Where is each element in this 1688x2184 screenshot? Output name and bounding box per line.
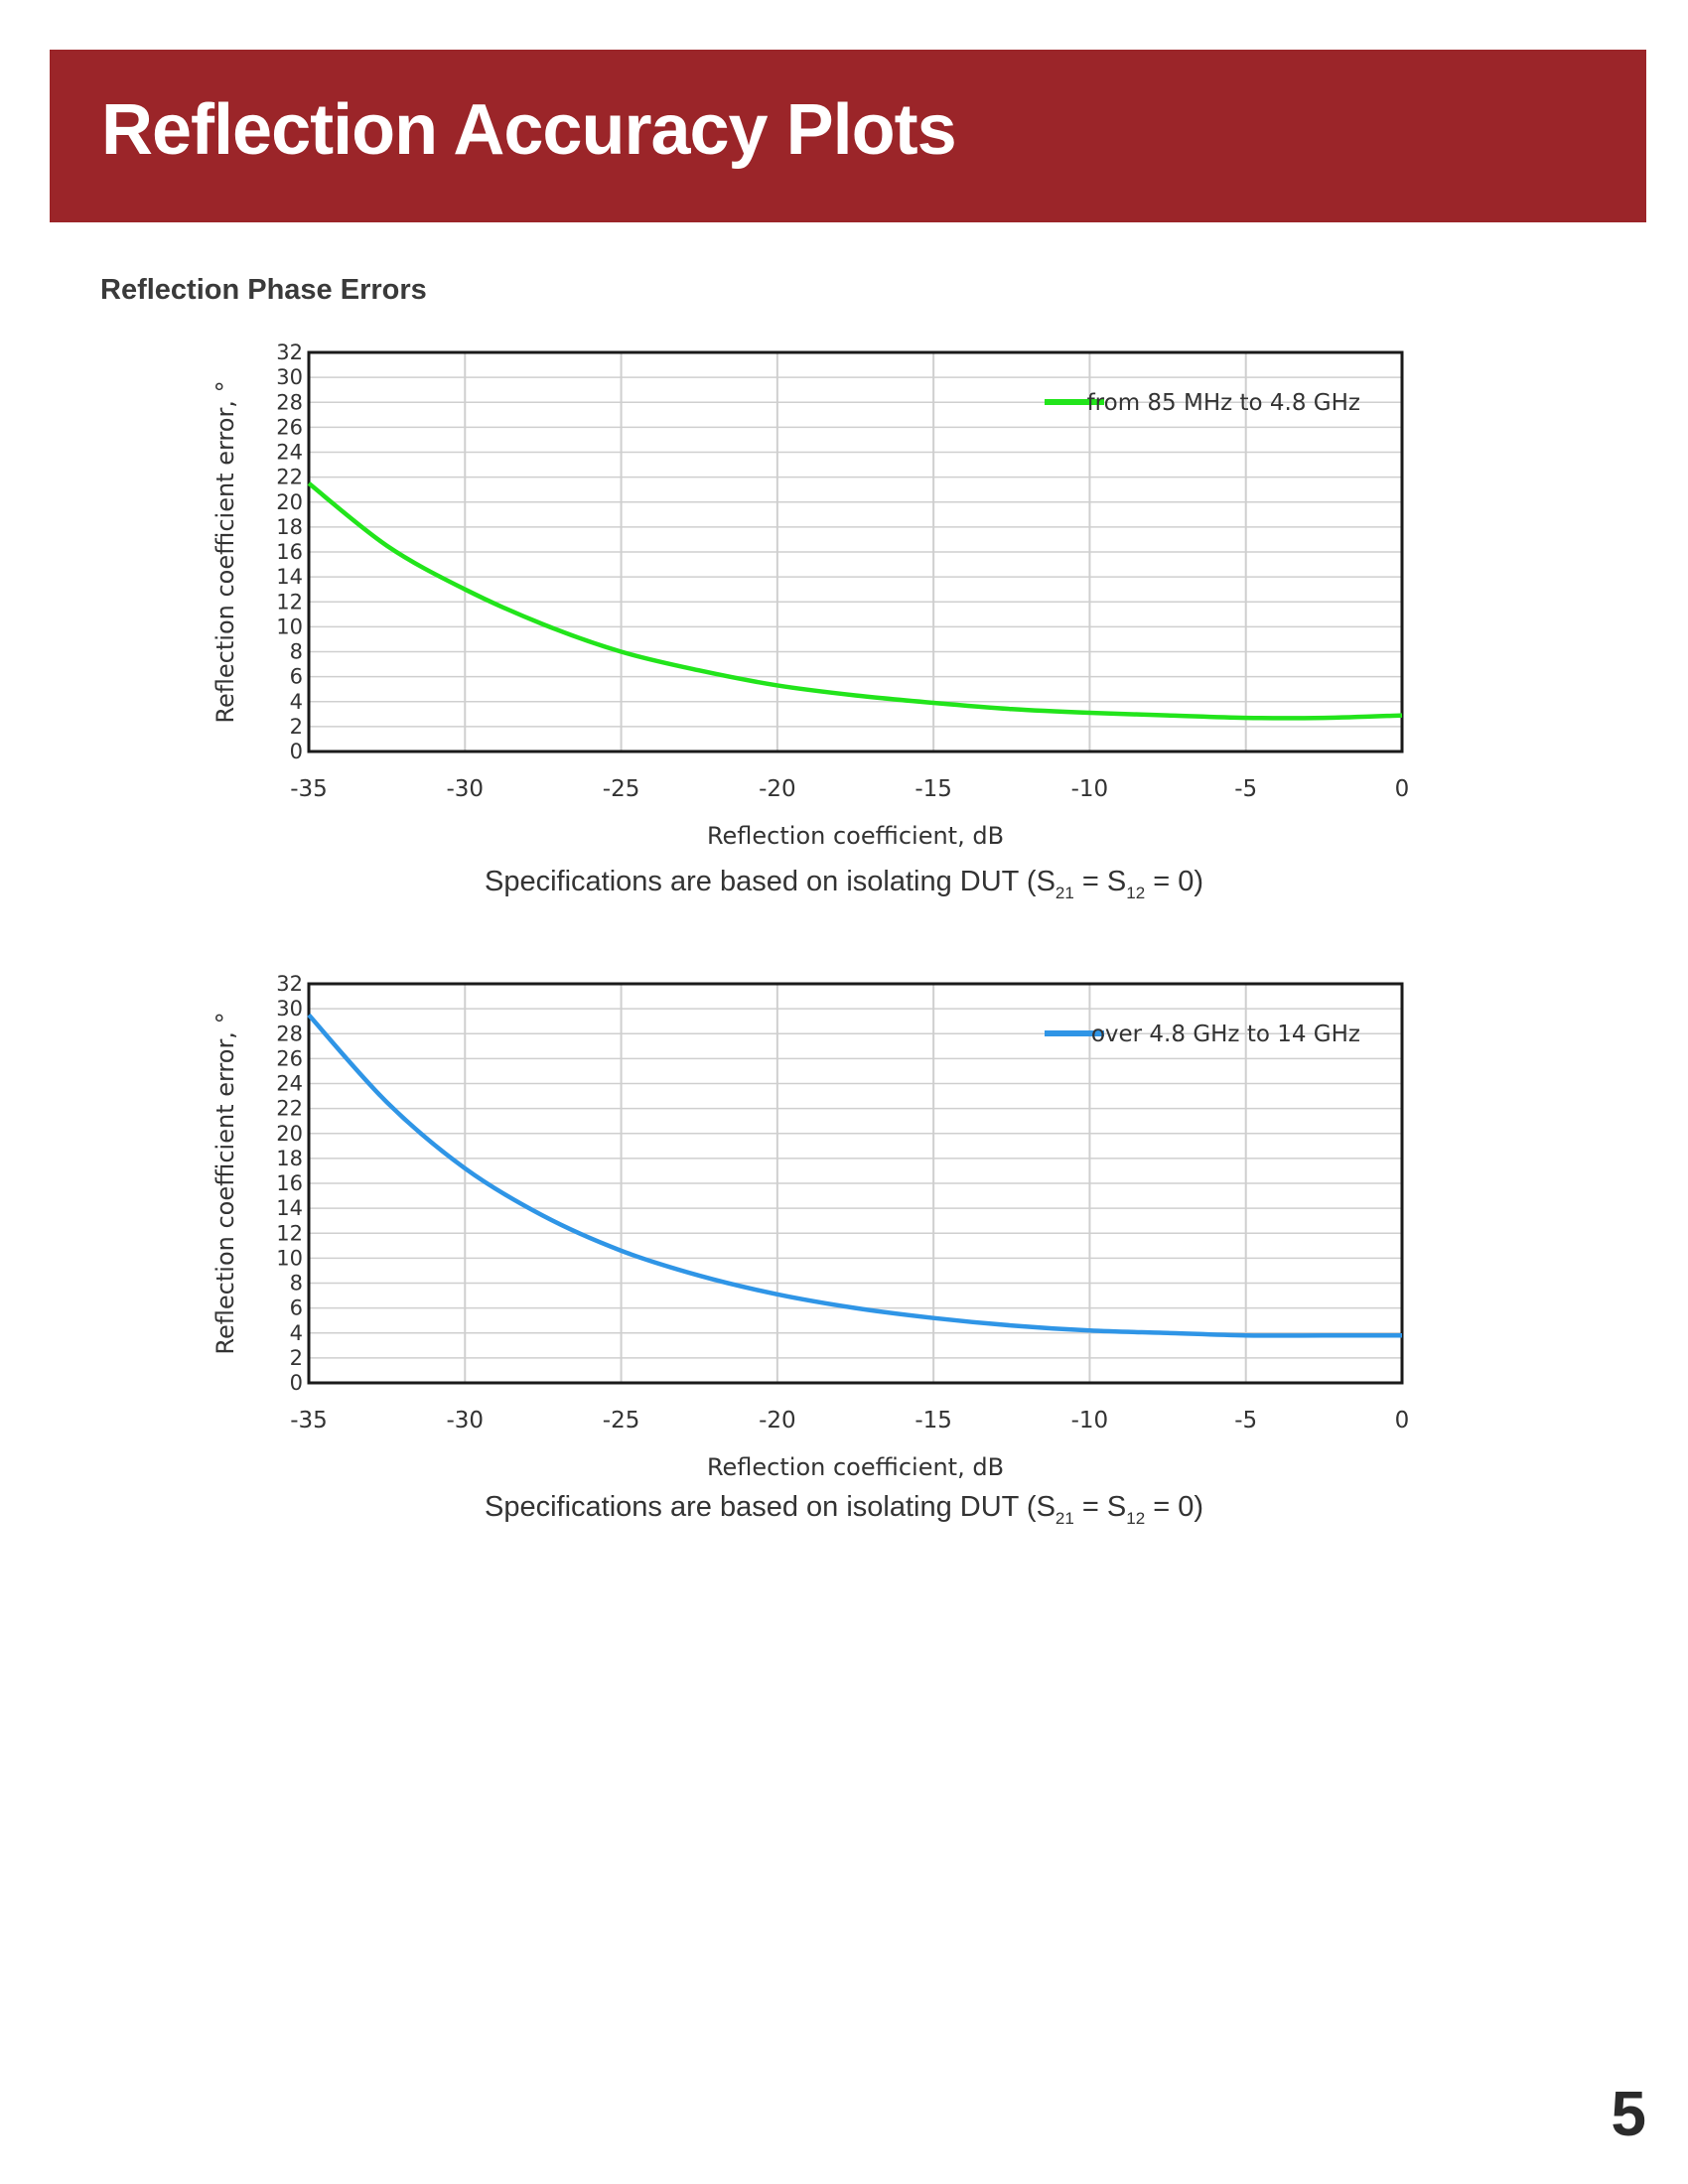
x-tick-label: -30 — [446, 1408, 484, 1433]
caption-subscript: 21 — [1055, 884, 1074, 902]
caption-subscript: 12 — [1126, 884, 1146, 902]
y-tick-label: 12 — [276, 590, 303, 614]
y-tick-label: 24 — [276, 1072, 303, 1096]
section-title: Reflection Phase Errors — [100, 274, 427, 306]
x-tick-label: -5 — [1234, 1408, 1257, 1433]
y-tick-label: 22 — [276, 466, 303, 489]
legend-label: from 85 MHz to 4.8 GHz — [1087, 390, 1360, 416]
caption-text: = S — [1073, 1491, 1127, 1523]
y-tick-label: 32 — [276, 972, 303, 996]
y-tick-label: 20 — [276, 490, 303, 514]
y-tick-label: 26 — [276, 415, 303, 439]
y-tick-label: 16 — [276, 1171, 303, 1195]
y-tick-label: 22 — [276, 1097, 303, 1121]
plot-frame — [307, 982, 1404, 1385]
legend-label: over 4.8 GHz to 14 GHz — [1091, 1022, 1360, 1047]
caption-text: Specifications are based on isolating DU… — [484, 1491, 1055, 1523]
y-tick-label: 28 — [276, 390, 303, 414]
y-tick-label: 32 — [276, 341, 303, 364]
plot-frame — [307, 350, 1404, 753]
y-tick-label: 6 — [290, 1297, 303, 1320]
y-tick-label: 10 — [276, 1246, 303, 1270]
y-tick-label: 2 — [290, 715, 303, 739]
header-band: Reflection Accuracy Plots — [50, 50, 1646, 222]
series-line — [307, 1013, 1402, 1338]
x-tick-label: -25 — [603, 1408, 640, 1433]
y-tick-label: 28 — [276, 1022, 303, 1045]
y-tick-label: 4 — [290, 690, 303, 714]
x-tick-label: -15 — [914, 1408, 952, 1433]
y-tick-label: 12 — [276, 1221, 303, 1245]
x-tick-label: 0 — [1395, 1408, 1410, 1433]
y-tick-label: 6 — [290, 665, 303, 689]
x-tick-label: 0 — [1395, 776, 1410, 802]
series-line — [307, 481, 1403, 721]
caption-text: = S — [1073, 866, 1127, 897]
x-tick-label: -10 — [1071, 1408, 1109, 1433]
x-tick-label: -30 — [446, 776, 484, 802]
x-tick-label: -20 — [759, 1408, 796, 1433]
caption-text: Specifications are based on isolating DU… — [484, 866, 1055, 897]
x-tick-label: -15 — [914, 776, 952, 802]
x-axis-label: Reflection coefficient, dB — [707, 1453, 1004, 1481]
y-axis-label: Reflection coefficient error, ° — [211, 1012, 239, 1354]
y-tick-label: 8 — [290, 640, 303, 664]
y-tick-label: 26 — [276, 1046, 303, 1070]
y-tick-label: 18 — [276, 515, 303, 539]
y-tick-label: 14 — [276, 1196, 303, 1220]
x-tick-label: -35 — [290, 1408, 328, 1433]
y-tick-label: 0 — [290, 1371, 303, 1395]
x-tick-label: -20 — [759, 776, 796, 802]
y-tick-label: 2 — [290, 1346, 303, 1370]
y-tick-label: 16 — [276, 540, 303, 564]
phase-error-chart-low-band: 0 2 4 6 8 10 12 14 16 18 20 22 24 26 28 30 32 -35 -30 -25 -2… — [199, 328, 1440, 884]
caption-chart-2: Specifications are based on isolating DU… — [0, 1491, 1688, 1529]
x-axis-label: Reflection coefficient, dB — [707, 822, 1004, 850]
y-tick-label: 10 — [276, 614, 303, 638]
page-title: Reflection Accuracy Plots — [101, 90, 957, 170]
y-tick-label: 0 — [290, 740, 303, 763]
y-tick-label: 30 — [276, 997, 303, 1021]
y-tick-label: 4 — [290, 1321, 303, 1345]
phase-error-chart-high-band: 0 2 4 6 8 10 12 14 16 18 20 22 24 26 28 30 32 -35 -30 -25 -2… — [199, 959, 1440, 1515]
caption-subscript: 12 — [1126, 1509, 1146, 1528]
caption-text: = 0) — [1145, 866, 1204, 897]
caption-text: = 0) — [1145, 1491, 1204, 1523]
y-tick-label: 24 — [276, 441, 303, 465]
caption-subscript: 21 — [1055, 1509, 1074, 1528]
y-tick-label: 18 — [276, 1147, 303, 1170]
x-tick-label: -10 — [1071, 776, 1109, 802]
y-tick-label: 30 — [276, 365, 303, 389]
x-tick-label: -35 — [290, 776, 328, 802]
page-number: 5 — [1611, 2078, 1646, 2149]
caption-chart-1: Specifications are based on isolating DU… — [0, 866, 1688, 903]
y-axis-label: Reflection coefficient error, ° — [211, 380, 239, 723]
x-tick-label: -5 — [1234, 776, 1257, 802]
y-tick-label: 20 — [276, 1122, 303, 1146]
y-tick-label: 14 — [276, 565, 303, 589]
x-tick-label: -25 — [603, 776, 640, 802]
y-tick-label: 8 — [290, 1272, 303, 1296]
